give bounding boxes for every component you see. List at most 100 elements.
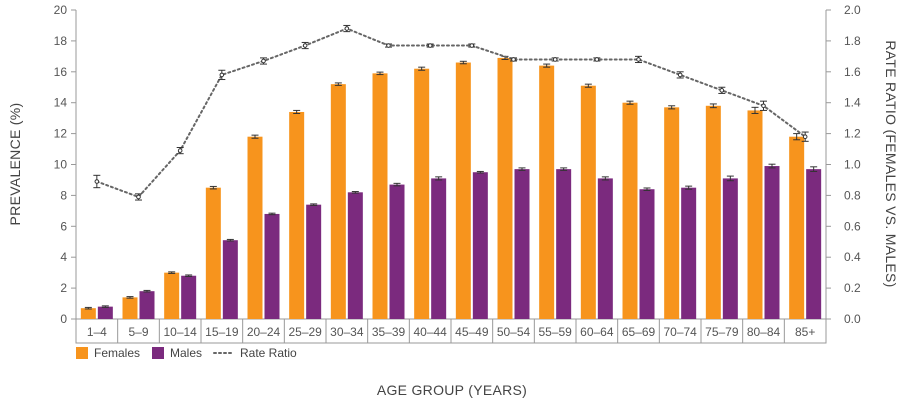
y2-axis-title: RATE RATIO (FEMALES VS. MALES) xyxy=(883,40,899,287)
bar-males xyxy=(514,169,530,319)
y-tick-label: 18 xyxy=(54,34,68,48)
y2-tick-label: 2.0 xyxy=(844,3,861,17)
y2-tick-label: 0.6 xyxy=(844,219,861,233)
y2-tick-label: 0.2 xyxy=(844,281,861,295)
x-tick-label: 15–19 xyxy=(205,325,239,339)
error-bar-males xyxy=(518,167,526,171)
y-tick-label: 10 xyxy=(54,158,68,172)
rate-ratio-point xyxy=(94,179,100,184)
bar-males xyxy=(139,291,155,319)
x-tick-label: 45–49 xyxy=(455,325,489,339)
error-bar-males xyxy=(101,305,109,308)
error-bar-females xyxy=(126,296,134,299)
bar-males xyxy=(389,184,405,319)
error-bar-females xyxy=(709,103,717,109)
bar-females xyxy=(330,84,346,319)
bar-males xyxy=(222,240,238,319)
bar-males xyxy=(181,275,197,319)
bar-females xyxy=(747,110,763,319)
legend-label-females: Females xyxy=(94,346,140,360)
y2-tick-label: 0.4 xyxy=(844,250,861,264)
error-bar-males xyxy=(143,289,151,293)
error-bar-females xyxy=(376,71,384,76)
error-bar-females xyxy=(543,63,551,68)
x-tick-label: 5–9 xyxy=(128,325,148,339)
error-bar-males xyxy=(268,212,276,216)
error-bar-males xyxy=(601,176,609,181)
error-bar-males xyxy=(310,203,318,206)
x-tick-label: 10–14 xyxy=(163,325,197,339)
error-bar-males xyxy=(351,191,359,194)
bar-females xyxy=(372,73,388,319)
y2-tick-label: 1.0 xyxy=(844,158,861,172)
rate-ratio-point xyxy=(469,43,475,48)
rate-ratio-point xyxy=(261,58,266,64)
x-tick-label: 55–59 xyxy=(538,325,572,339)
legend-swatch-males xyxy=(152,347,164,359)
bar-females xyxy=(664,107,680,320)
bar-males xyxy=(472,172,488,319)
bar-males xyxy=(347,192,363,319)
bar-females xyxy=(539,65,555,320)
y-tick-label: 14 xyxy=(54,96,68,110)
rate-ratio-point xyxy=(344,26,350,31)
bar-females xyxy=(80,308,96,319)
error-bar-males xyxy=(685,185,693,190)
bar-males xyxy=(306,204,322,319)
bar-males xyxy=(722,178,738,319)
y2-tick-label: 0.8 xyxy=(844,188,861,202)
bar-males xyxy=(806,169,822,319)
y-tick-label: 2 xyxy=(60,281,67,295)
error-bar-females xyxy=(626,100,634,105)
error-bar-males xyxy=(560,167,568,171)
rate-ratio-point xyxy=(427,43,433,48)
legend: Females Males Rate Ratio xyxy=(76,346,297,360)
bar-males xyxy=(597,178,613,319)
bar-males xyxy=(264,213,280,319)
x-tick-label: 20–24 xyxy=(247,325,281,339)
x-tick-label: 60–64 xyxy=(580,325,614,339)
bar-females xyxy=(497,57,513,320)
bar-females xyxy=(622,102,638,319)
rate-ratio-point xyxy=(594,57,600,62)
legend-label-males: Males xyxy=(170,346,202,360)
y-tick-label: 6 xyxy=(60,219,67,233)
tick-labels: 0 2 4 6 8 10 12 14 16 18 20 0.0 0.2 0.4 0.6 0.8 1.0 1.2 1.… xyxy=(54,3,861,339)
y-axis-title: PREVALENCE (%) xyxy=(7,103,23,226)
bar-females xyxy=(455,62,471,319)
rate-ratio-point xyxy=(719,88,725,93)
rate-ratio-point xyxy=(802,134,808,139)
y2-tick-label: 1.6 xyxy=(844,65,861,79)
error-bar-males xyxy=(393,182,401,187)
bar-females xyxy=(705,105,721,319)
error-bar-females xyxy=(793,133,801,141)
error-bar-males xyxy=(768,163,776,169)
rate-ratio-point xyxy=(219,72,225,78)
x-tick-label: 80–84 xyxy=(747,325,781,339)
bar-males xyxy=(639,189,655,319)
error-bar-females xyxy=(168,271,176,274)
bar-females xyxy=(789,136,805,319)
x-axis-title: AGE GROUP (YEARS) xyxy=(377,382,527,398)
bar-females xyxy=(247,136,263,319)
legend-swatch-females xyxy=(76,347,88,359)
error-bar-females xyxy=(84,306,92,310)
bar-females xyxy=(205,187,221,319)
rate-ratio-point xyxy=(177,148,183,153)
rate-ratio-line xyxy=(95,27,807,199)
bar-females xyxy=(580,85,596,319)
error-bar-females xyxy=(334,82,342,86)
rate-ratio-point xyxy=(552,57,558,62)
x-tick-label: 30–34 xyxy=(330,325,364,339)
rate-ratio-point xyxy=(761,103,766,109)
rate-ratio-point xyxy=(511,57,516,62)
x-tick-label: 35–39 xyxy=(372,325,406,339)
bar-males xyxy=(556,169,572,319)
error-bar-females xyxy=(251,134,259,139)
legend-label-rate-ratio: Rate Ratio xyxy=(240,346,297,360)
x-tick-label: 40–44 xyxy=(413,325,447,339)
error-bar-males xyxy=(476,170,484,174)
error-bar-males xyxy=(185,274,193,278)
rate-ratio-point xyxy=(136,194,141,200)
